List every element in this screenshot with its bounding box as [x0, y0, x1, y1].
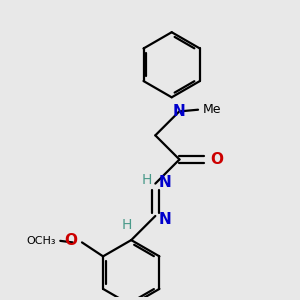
Text: N: N: [173, 104, 186, 119]
Text: O: O: [64, 233, 77, 248]
Text: H: H: [122, 218, 132, 232]
Text: H: H: [142, 173, 152, 188]
Text: N: N: [158, 175, 171, 190]
Text: OCH₃: OCH₃: [26, 236, 56, 246]
Text: Me: Me: [203, 103, 221, 116]
Text: N: N: [158, 212, 171, 226]
Text: O: O: [210, 152, 224, 167]
